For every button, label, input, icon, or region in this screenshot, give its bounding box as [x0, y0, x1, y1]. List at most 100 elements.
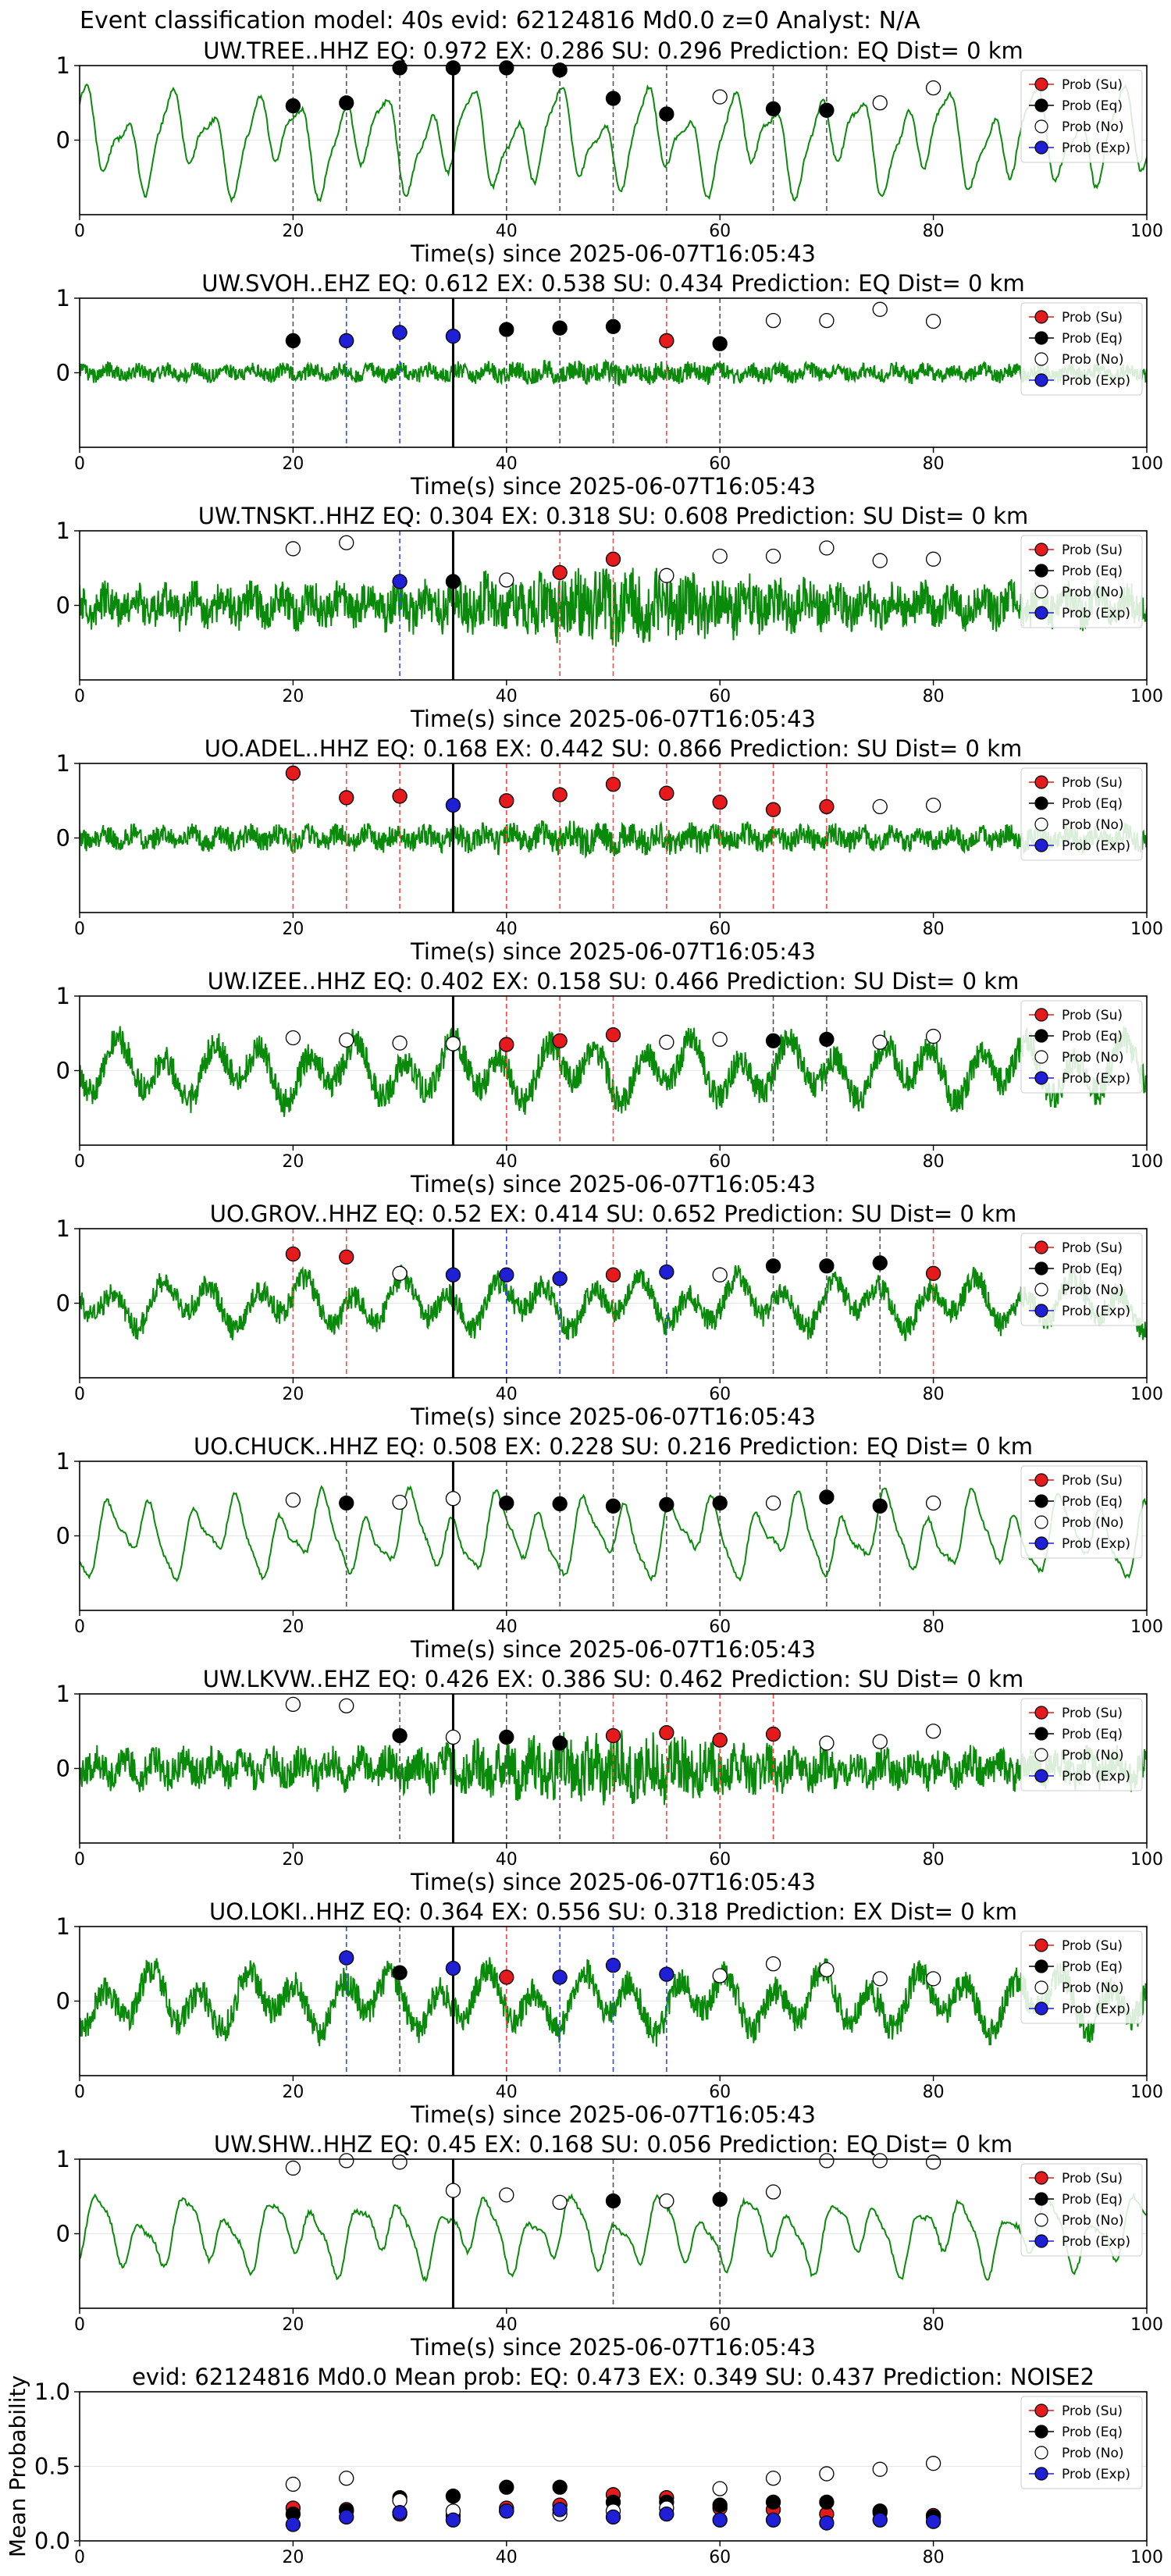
waveform-trace — [80, 820, 1147, 859]
prob-point-su — [659, 1725, 674, 1741]
prob-point-exp — [445, 329, 461, 344]
panel-title: UW.IZEE..HHZ EQ: 0.402 EX: 0.158 SU: 0.4… — [208, 968, 1020, 994]
x-tick-label: 60 — [709, 1617, 731, 1637]
legend-label: Prob (Exp) — [1062, 2234, 1130, 2250]
prob-point-no — [925, 1028, 941, 1044]
x-tick-label: 60 — [709, 1385, 731, 1404]
legend-marker-no — [1034, 1980, 1048, 1994]
prob-point-no — [872, 553, 888, 568]
x-tick-label: 100 — [1130, 1617, 1163, 1637]
mean-prob-point-no — [285, 2476, 301, 2492]
x-tick-label: 20 — [282, 1617, 304, 1637]
y-tick-label: 1 — [56, 1215, 70, 1242]
x-tick-label: 100 — [1130, 1385, 1163, 1404]
legend-label: Prob (No) — [1062, 119, 1124, 135]
prob-point-exp — [659, 1264, 674, 1280]
prob-point-su — [285, 765, 301, 781]
prob-point-exp — [392, 574, 408, 589]
legend-marker-su — [1034, 310, 1048, 324]
mean-prob-point-eq — [765, 2494, 781, 2510]
x-tick-label: 100 — [1130, 222, 1163, 241]
prob-point-su — [605, 777, 621, 792]
panel-title: UW.TNSKT..HHZ EQ: 0.304 EX: 0.318 SU: 0.… — [198, 503, 1028, 529]
prob-point-exp — [339, 1950, 354, 1966]
x-tick-label: 20 — [282, 2548, 304, 2567]
prob-point-no — [552, 2194, 568, 2211]
x-tick-label: 40 — [496, 1385, 518, 1404]
waveform-trace — [80, 2192, 1147, 2283]
legend-label: Prob (Exp) — [1062, 1536, 1130, 1552]
prob-point-eq — [765, 1258, 781, 1274]
prob-point-no — [872, 301, 888, 317]
prob-point-eq — [819, 1489, 835, 1505]
mean-prob-point-eq — [445, 2489, 461, 2504]
prob-point-no — [819, 1962, 835, 1978]
x-tick-label: 20 — [282, 1385, 304, 1404]
x-tick-label: 20 — [282, 687, 304, 706]
legend-label: Prob (Su) — [1062, 775, 1123, 791]
mean-prob-point-exp — [819, 2515, 835, 2531]
legend-label: Prob (Eq) — [1062, 1494, 1123, 1510]
legend-box — [1020, 69, 1143, 163]
legend-label: Prob (No) — [1062, 2213, 1124, 2229]
prob-point-no — [765, 548, 781, 564]
prob-point-no — [499, 572, 514, 588]
x-tick-label: 100 — [1130, 1152, 1163, 1172]
prob-point-eq — [765, 101, 781, 117]
prob-point-eq — [552, 320, 568, 336]
prob-point-su — [605, 551, 621, 567]
x-tick-label: 0 — [74, 2315, 85, 2335]
legend-label: Prob (Exp) — [1062, 838, 1130, 854]
prob-point-eq — [499, 1729, 514, 1745]
mean-prob-point-eq — [552, 2479, 568, 2495]
prob-point-exp — [605, 1958, 621, 1973]
panel-title: UW.TREE..HHZ EQ: 0.972 EX: 0.286 SU: 0.2… — [203, 37, 1023, 64]
y-tick-label: 1 — [56, 1448, 70, 1475]
x-tick-label: 0 — [74, 687, 85, 706]
prob-point-exp — [392, 325, 408, 340]
prob-point-eq — [499, 1495, 514, 1511]
panel-title: UO.CHUCK..HHZ EQ: 0.508 EX: 0.228 SU: 0.… — [194, 1433, 1033, 1460]
x-tick-label: 40 — [496, 454, 518, 474]
x-tick-label: 40 — [496, 1850, 518, 1870]
prob-point-no — [285, 1696, 301, 1713]
prob-point-exp — [445, 1960, 461, 1976]
y-tick-label: 0 — [56, 825, 70, 852]
legend-box — [1020, 2163, 1143, 2257]
prob-point-no — [392, 1035, 408, 1051]
legend-label: Prob (Exp) — [1062, 2467, 1130, 2482]
prob-point-su — [552, 787, 568, 802]
legend-label: Prob (No) — [1062, 352, 1124, 368]
mean-prob-point-exp — [392, 2505, 408, 2521]
prob-point-no — [339, 2153, 354, 2169]
waveform-trace — [80, 1026, 1147, 1117]
prob-point-no — [765, 1956, 781, 1972]
prob-point-no — [712, 1968, 728, 1984]
panel-title: evid: 62124816 Md0.0 Mean prob: EQ: 0.47… — [132, 2364, 1094, 2390]
x-tick-label: 0 — [74, 2083, 85, 2102]
prob-point-no — [872, 1734, 888, 1749]
x-tick-label: 80 — [923, 2548, 945, 2567]
prob-point-no — [712, 548, 728, 564]
legend-marker-no — [1034, 1748, 1048, 1762]
prob-point-no — [925, 80, 941, 96]
legend-label: Prob (No) — [1062, 1980, 1124, 1996]
legend-marker-su — [1034, 543, 1048, 557]
prob-point-no — [712, 1031, 728, 1048]
prob-point-exp — [445, 1267, 461, 1283]
mean-prob-point-exp — [339, 2509, 354, 2525]
legend-label: Prob (Su) — [1062, 310, 1123, 326]
mean-prob-point-exp — [925, 2514, 941, 2529]
x-tick-label: 0 — [74, 1152, 85, 1172]
prob-point-no — [712, 89, 728, 105]
x-tick-label: 80 — [923, 2315, 945, 2335]
legend-marker-no — [1034, 2213, 1048, 2227]
prob-point-exp — [499, 1267, 514, 1283]
mean-prob-point-no — [872, 2461, 888, 2477]
legend-marker-no — [1034, 817, 1048, 831]
mean-prob-point-exp — [605, 2509, 621, 2525]
prob-point-eq — [659, 106, 674, 122]
legend-label: Prob (Su) — [1062, 2171, 1123, 2186]
legend-label: Prob (Eq) — [1062, 1029, 1123, 1044]
